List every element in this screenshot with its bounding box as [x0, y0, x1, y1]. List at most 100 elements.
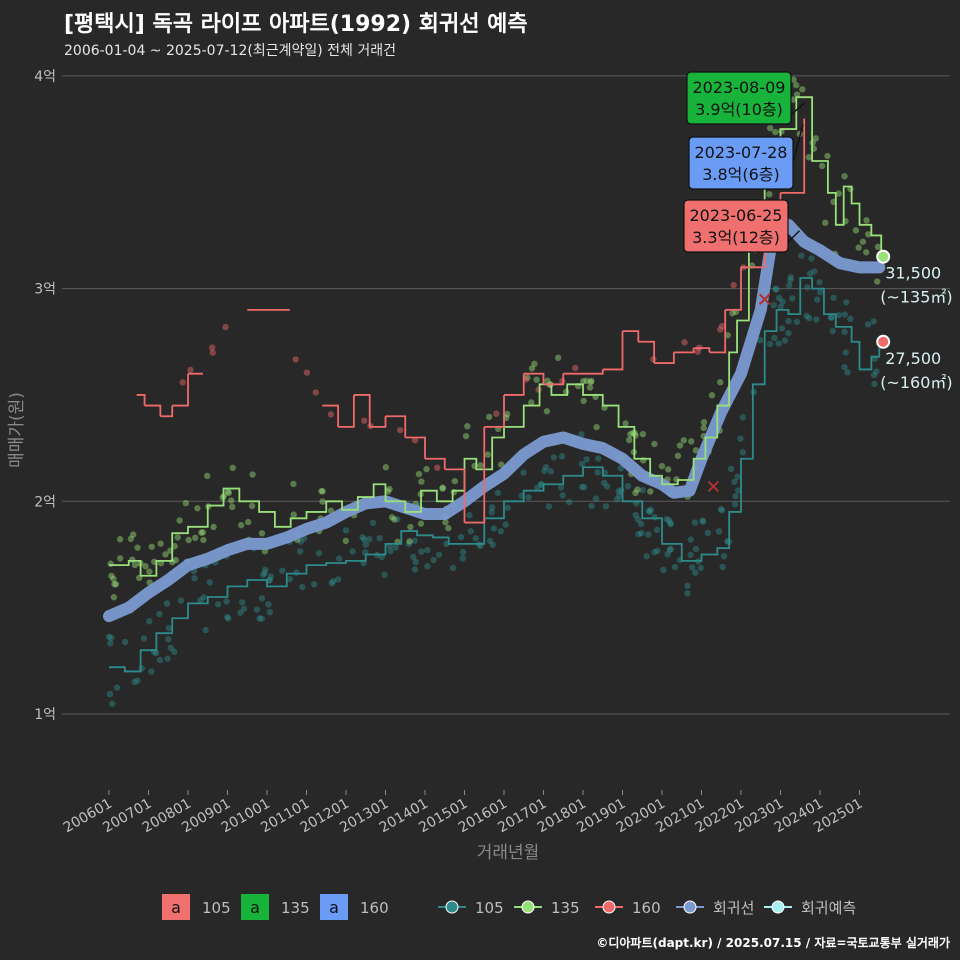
- scatter-point-105: [156, 656, 164, 664]
- scatter-point-105: [734, 487, 742, 494]
- scatter-point-135: [700, 419, 708, 426]
- scatter-point-135: [192, 534, 199, 542]
- scatter-point-105: [559, 492, 566, 499]
- scatter-point-105: [770, 301, 777, 309]
- scatter-point-105: [411, 537, 418, 544]
- scatter-point-135: [580, 397, 587, 405]
- scatter-point-135: [462, 432, 470, 440]
- y-tick-label: 1억: [34, 707, 56, 723]
- scatter-point-105: [805, 314, 813, 322]
- scatter-point-105: [766, 340, 774, 348]
- scatter-point-135: [442, 519, 449, 526]
- annotation-box-105: [683, 199, 789, 253]
- scatter-point-105: [256, 615, 263, 622]
- scatter-point-105: [547, 468, 555, 475]
- scatter-point-105: [814, 296, 821, 303]
- scatter-point-105: [410, 553, 417, 561]
- scatter-point-135: [874, 243, 882, 251]
- scatter-point-135: [318, 487, 325, 495]
- scatter-point-135: [319, 488, 326, 495]
- scatter-point-105: [798, 252, 805, 259]
- scatter-point-105: [392, 544, 399, 551]
- scatter-point-105: [684, 582, 691, 590]
- legend-label: 105: [202, 899, 231, 917]
- scatter-point-135: [415, 470, 423, 478]
- legend-line-marker: [771, 900, 785, 914]
- scatter-point-105: [637, 520, 645, 528]
- scatter-point-105: [279, 567, 286, 574]
- scatter-point-105: [732, 493, 739, 500]
- scatter-point-135: [528, 365, 536, 372]
- scatter-point-105: [376, 534, 383, 542]
- scatter-point-105: [266, 576, 274, 584]
- scatter-point-135: [407, 523, 414, 531]
- scatter-point-105: [697, 564, 704, 572]
- scatter-point-160: [411, 437, 419, 444]
- scatter-point-105: [165, 636, 172, 643]
- scatter-point-105: [600, 479, 608, 487]
- scatter-point-105: [378, 553, 386, 561]
- scatter-point-105: [472, 535, 479, 542]
- scatter-point-105: [615, 488, 622, 495]
- scatter-point-135: [554, 354, 562, 362]
- scatter-point-160: [222, 323, 229, 331]
- scatter-point-105: [785, 329, 792, 337]
- legend-swatch-glyph: a: [329, 898, 339, 917]
- cross-marker: [707, 480, 720, 493]
- scatter-point-105: [202, 626, 209, 634]
- scatter-point-105: [214, 601, 222, 608]
- scatter-point-105: [827, 314, 835, 321]
- scatter-point-105: [167, 644, 175, 652]
- scatter-point-135: [258, 530, 266, 537]
- scatter-point-105: [297, 538, 305, 545]
- scatter-point-105: [789, 295, 796, 302]
- scatter-point-105: [847, 315, 854, 323]
- annotation-price: 3.8억(6층): [702, 165, 780, 184]
- scatter-point-135: [874, 278, 881, 285]
- scatter-point-105: [739, 414, 747, 421]
- scatter-point-105: [177, 597, 185, 604]
- legend-label: 160: [360, 899, 389, 917]
- scatter-point-135: [680, 437, 687, 444]
- cross-marker: [758, 293, 771, 305]
- scatter-point-135: [805, 154, 813, 161]
- scatter-point-135: [464, 423, 471, 430]
- scatter-point-105: [756, 337, 764, 344]
- scatter-point-135: [543, 408, 551, 415]
- scatter-point-105: [430, 556, 437, 564]
- legend-line-label: 105: [475, 899, 504, 917]
- scatter-point-105: [646, 508, 654, 515]
- scatter-point-135: [142, 563, 149, 570]
- scatter-point-105: [293, 569, 300, 576]
- scatter-point-135: [129, 556, 136, 563]
- legend-line-label: 160: [632, 899, 661, 917]
- scatter-point-105: [387, 547, 394, 555]
- scatter-point-105: [843, 299, 850, 306]
- scatter-point-135: [199, 529, 207, 536]
- scatter-point-135: [131, 561, 139, 569]
- scatter-point-160: [312, 389, 320, 396]
- scatter-point-105: [224, 613, 231, 621]
- scatter-point-135: [863, 217, 870, 224]
- scatter-point-135: [290, 480, 297, 488]
- scatter-point-105: [871, 380, 878, 388]
- scatter-point-135: [634, 486, 641, 493]
- scatter-point-105: [592, 495, 600, 502]
- scatter-point-105: [688, 564, 696, 571]
- scatter-point-160: [209, 349, 216, 356]
- scatter-point-105: [258, 615, 265, 622]
- scatter-point-105: [616, 492, 623, 499]
- scatter-point-105: [494, 489, 502, 497]
- scatter-point-135: [237, 521, 245, 529]
- scatter-point-105: [603, 483, 611, 490]
- scatter-point-135: [439, 485, 446, 492]
- scatter-point-105: [651, 548, 658, 556]
- scatter-point-105: [775, 294, 783, 302]
- scatter-point-105: [632, 511, 639, 519]
- scatter-point-105: [121, 638, 129, 646]
- scatter-point-105: [196, 597, 204, 604]
- scatter-point-105: [635, 530, 642, 538]
- scatter-point-105: [638, 529, 645, 537]
- scatter-point-135: [210, 523, 217, 531]
- scatter-point-105: [578, 460, 586, 468]
